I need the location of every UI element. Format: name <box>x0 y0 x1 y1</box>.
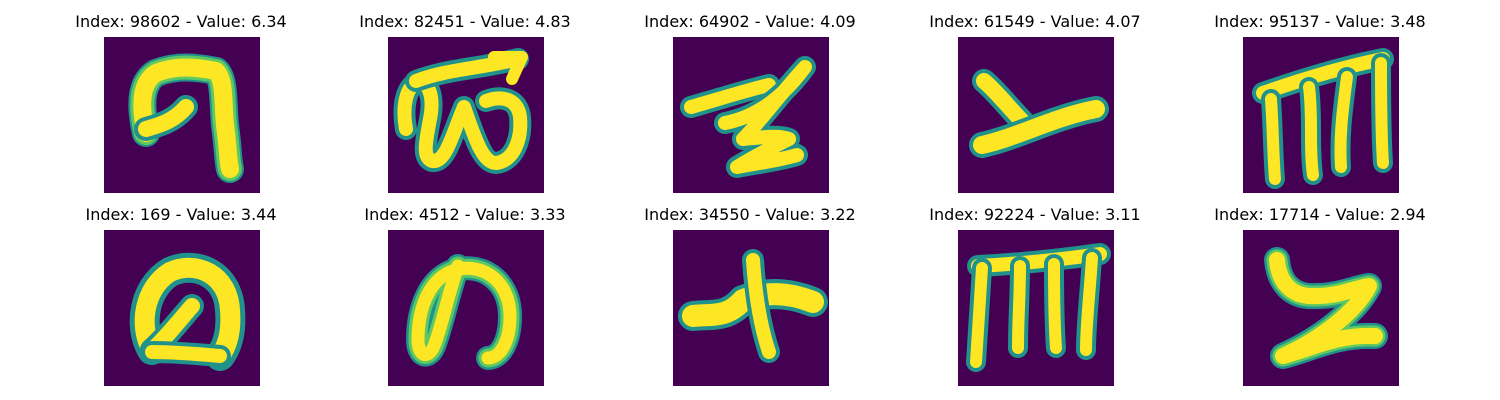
glyph-image <box>388 37 544 193</box>
tile-9: Index: 92224 - Value: 3.11 <box>895 205 1175 390</box>
tile-8: Index: 34550 - Value: 3.22 <box>610 205 890 390</box>
glyph-image <box>1243 230 1399 386</box>
tile-title: Index: 92224 - Value: 3.11 <box>929 205 1141 224</box>
tile-title: Index: 64902 - Value: 4.09 <box>644 12 856 31</box>
tile-6: Index: 169 - Value: 3.44 <box>41 205 321 390</box>
glyph-image <box>1243 37 1399 193</box>
tile-1: Index: 98602 - Value: 6.34 <box>41 12 321 197</box>
tile-4: Index: 61549 - Value: 4.07 <box>895 12 1175 197</box>
tile-title: Index: 169 - Value: 3.44 <box>85 205 277 224</box>
tile-title: Index: 17714 - Value: 2.94 <box>1214 205 1426 224</box>
tile-5: Index: 95137 - Value: 3.48 <box>1180 12 1460 197</box>
glyph-image <box>388 230 544 386</box>
tile-2: Index: 82451 - Value: 4.83 <box>325 12 605 197</box>
glyph-image <box>958 37 1114 193</box>
tile-3: Index: 64902 - Value: 4.09 <box>610 12 890 197</box>
tile-title: Index: 98602 - Value: 6.34 <box>75 12 287 31</box>
glyph-image <box>673 230 829 386</box>
tile-title: Index: 34550 - Value: 3.22 <box>644 205 856 224</box>
tile-title: Index: 4512 - Value: 3.33 <box>364 205 566 224</box>
glyph-image <box>104 37 260 193</box>
glyph-image <box>673 37 829 193</box>
tile-title: Index: 95137 - Value: 3.48 <box>1214 12 1426 31</box>
tile-title: Index: 61549 - Value: 4.07 <box>929 12 1141 31</box>
tile-7: Index: 4512 - Value: 3.33 <box>325 205 605 390</box>
tile-title: Index: 82451 - Value: 4.83 <box>359 12 571 31</box>
glyph-image <box>958 230 1114 386</box>
tile-10: Index: 17714 - Value: 2.94 <box>1180 205 1460 390</box>
glyph-image <box>104 230 260 386</box>
